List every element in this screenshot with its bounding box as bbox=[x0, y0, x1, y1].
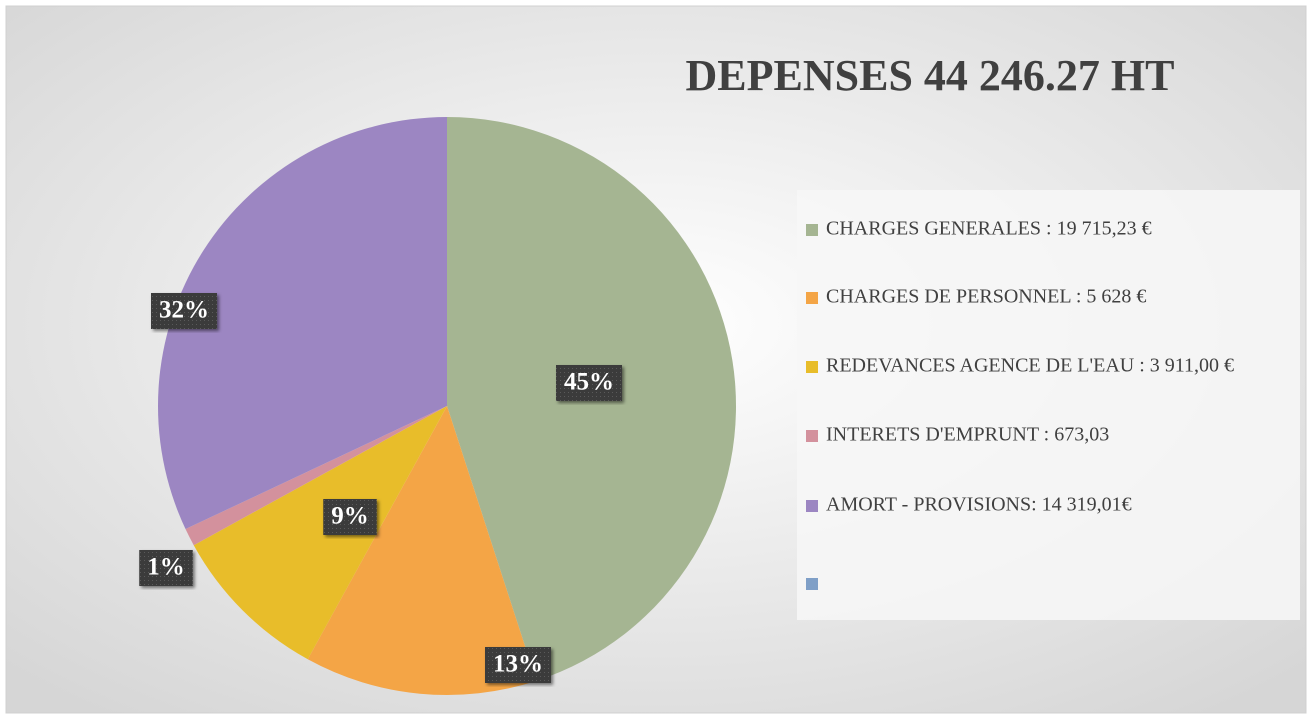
data-label-text: 1% bbox=[147, 554, 185, 581]
legend-label: CHARGES DE PERSONNEL : 5 628 € bbox=[826, 286, 1146, 308]
legend-swatch bbox=[806, 292, 818, 304]
chart-title: DEPENSES 44 246.27 HT bbox=[686, 51, 1175, 100]
data-label: 13% bbox=[485, 647, 551, 683]
data-label-text: 45% bbox=[564, 369, 614, 396]
pie-slice bbox=[307, 406, 537, 696]
legend-label: REDEVANCES AGENCE DE L'EAU : 3 911,00 € bbox=[826, 355, 1234, 377]
legend-label: AMORT - PROVISIONS: 14 319,01€ bbox=[826, 494, 1132, 516]
legend-box bbox=[797, 190, 1300, 620]
data-label-box bbox=[556, 365, 622, 401]
data-label-box bbox=[151, 293, 217, 329]
data-label-text: 32% bbox=[159, 297, 209, 324]
pie-slice bbox=[185, 406, 447, 546]
pie-slice bbox=[157, 117, 448, 530]
legend-label: INTERETS D'EMPRUNT : 673,03 bbox=[826, 424, 1109, 446]
data-label-text: 9% bbox=[331, 503, 369, 530]
legend-swatch bbox=[806, 430, 818, 442]
data-label: 9% bbox=[323, 499, 377, 535]
data-label-box bbox=[485, 647, 551, 683]
data-label: 32% bbox=[151, 293, 217, 329]
data-label: 1% bbox=[139, 550, 193, 586]
legend-swatch bbox=[806, 224, 818, 236]
pie-slice bbox=[193, 406, 447, 660]
data-label-box bbox=[323, 499, 377, 535]
legend-swatch bbox=[806, 578, 818, 590]
data-label: 45% bbox=[556, 365, 622, 401]
data-label-box bbox=[139, 550, 193, 586]
legend-swatch bbox=[806, 500, 818, 512]
data-label-text: 13% bbox=[493, 651, 543, 678]
legend-label: CHARGES GENERALES : 19 715,23 € bbox=[826, 218, 1152, 240]
legend-swatch bbox=[806, 361, 818, 373]
